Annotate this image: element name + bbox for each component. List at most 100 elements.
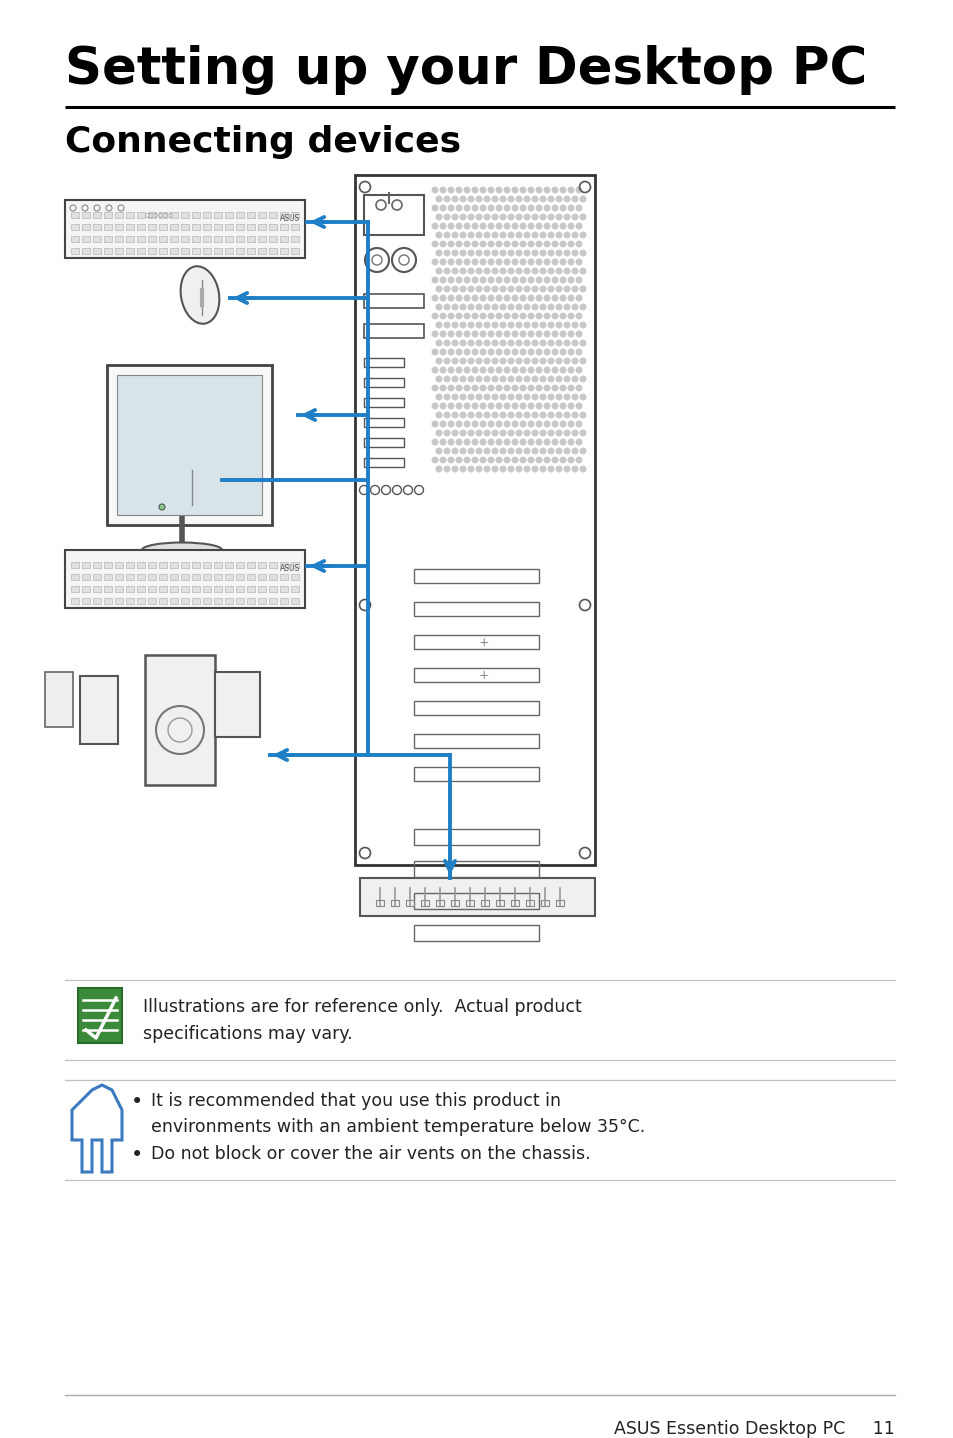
Circle shape: [436, 449, 441, 454]
Circle shape: [439, 295, 445, 301]
Bar: [414, 766, 538, 781]
Ellipse shape: [142, 542, 222, 558]
Circle shape: [484, 358, 489, 364]
Circle shape: [456, 278, 461, 283]
Circle shape: [448, 457, 454, 463]
Circle shape: [484, 232, 489, 237]
Text: specifications may vary.: specifications may vary.: [143, 1025, 353, 1043]
Bar: [257, 236, 266, 242]
Circle shape: [452, 341, 457, 345]
Circle shape: [519, 457, 525, 463]
Circle shape: [432, 313, 437, 319]
Circle shape: [448, 403, 454, 408]
Circle shape: [543, 331, 549, 336]
Bar: [192, 587, 200, 592]
Ellipse shape: [180, 266, 219, 324]
Bar: [414, 569, 538, 582]
Bar: [225, 562, 233, 568]
Circle shape: [468, 322, 474, 328]
Circle shape: [579, 232, 585, 237]
Bar: [71, 587, 79, 592]
Circle shape: [484, 466, 489, 472]
Circle shape: [516, 341, 521, 345]
Circle shape: [528, 223, 534, 229]
Bar: [148, 211, 156, 219]
Bar: [225, 598, 233, 604]
Text: •: •: [131, 1091, 143, 1112]
Bar: [213, 598, 222, 604]
Circle shape: [556, 413, 561, 418]
Circle shape: [464, 206, 469, 211]
Circle shape: [452, 430, 457, 436]
Bar: [104, 562, 112, 568]
Circle shape: [528, 439, 534, 444]
Circle shape: [572, 250, 578, 256]
Circle shape: [572, 214, 578, 220]
Circle shape: [512, 439, 517, 444]
Circle shape: [436, 341, 441, 345]
Circle shape: [459, 286, 465, 292]
Circle shape: [504, 421, 509, 427]
Bar: [364, 418, 403, 427]
Circle shape: [579, 250, 585, 256]
Circle shape: [552, 385, 558, 391]
Circle shape: [528, 367, 534, 372]
Circle shape: [536, 421, 541, 427]
Bar: [137, 574, 145, 580]
Circle shape: [579, 430, 585, 436]
Bar: [247, 598, 254, 604]
Circle shape: [552, 187, 558, 193]
Circle shape: [523, 322, 529, 328]
Circle shape: [479, 295, 485, 301]
Circle shape: [479, 367, 485, 372]
Circle shape: [464, 259, 469, 265]
Circle shape: [452, 413, 457, 418]
Circle shape: [484, 377, 489, 383]
Circle shape: [472, 313, 477, 319]
Circle shape: [556, 430, 561, 436]
Circle shape: [499, 358, 505, 364]
Bar: [71, 236, 79, 242]
Circle shape: [556, 466, 561, 472]
Circle shape: [568, 439, 573, 444]
Bar: [269, 224, 276, 230]
Circle shape: [523, 250, 529, 256]
Bar: [181, 211, 189, 219]
Circle shape: [576, 421, 581, 427]
Circle shape: [436, 269, 441, 273]
Circle shape: [539, 305, 545, 309]
Circle shape: [508, 466, 514, 472]
Circle shape: [464, 313, 469, 319]
Circle shape: [488, 457, 494, 463]
Bar: [115, 236, 123, 242]
Circle shape: [552, 331, 558, 336]
Bar: [192, 574, 200, 580]
Circle shape: [559, 421, 565, 427]
Circle shape: [456, 223, 461, 229]
Circle shape: [456, 421, 461, 427]
Circle shape: [523, 430, 529, 436]
Circle shape: [504, 349, 509, 355]
Circle shape: [456, 331, 461, 336]
Circle shape: [476, 466, 481, 472]
Circle shape: [559, 367, 565, 372]
Circle shape: [572, 269, 578, 273]
Circle shape: [504, 367, 509, 372]
Bar: [82, 247, 90, 255]
Bar: [291, 247, 298, 255]
Circle shape: [444, 322, 449, 328]
Circle shape: [568, 206, 573, 211]
Bar: [280, 224, 288, 230]
Bar: [269, 574, 276, 580]
Circle shape: [432, 403, 437, 408]
Circle shape: [496, 295, 501, 301]
Circle shape: [468, 232, 474, 237]
Circle shape: [568, 313, 573, 319]
Circle shape: [488, 206, 494, 211]
Circle shape: [432, 457, 437, 463]
Bar: [203, 224, 211, 230]
Circle shape: [468, 358, 474, 364]
Circle shape: [159, 503, 165, 510]
Circle shape: [472, 259, 477, 265]
Circle shape: [452, 196, 457, 201]
